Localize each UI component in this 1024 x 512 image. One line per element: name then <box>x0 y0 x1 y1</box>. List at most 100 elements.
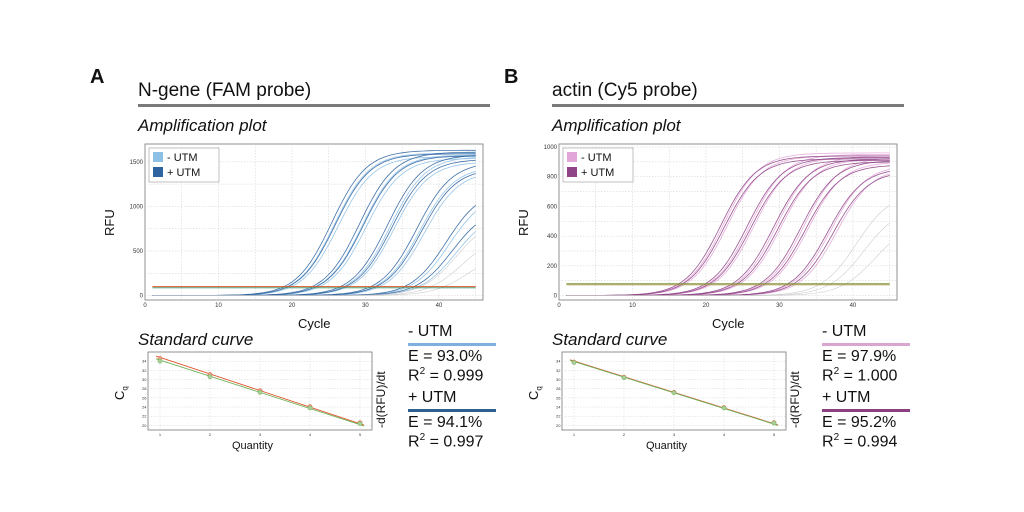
panel-a-title-rule <box>138 104 490 107</box>
panel-b-std-y-tick-label: 26 <box>556 395 561 400</box>
panel-b-title-rule <box>552 104 904 107</box>
panel-b-amp-y-tick-label: 400 <box>547 234 558 240</box>
panel-b-stat-plus-utm-e: E = 95.2% <box>822 414 897 432</box>
panel-a-amp-x-tick-label: 10 <box>215 303 222 309</box>
panel-a-std-x-tick-label: 5 <box>359 432 362 437</box>
panel-b-std-x-tick-label: 3 <box>673 432 676 437</box>
panel-b-amp-x-tick-label: 10 <box>629 303 636 309</box>
panel-a-amp-legend-swatch <box>153 152 163 162</box>
panel-b-cycle-axis-label: Cycle <box>712 316 745 331</box>
panel-letter-a: A <box>90 66 105 88</box>
panel-b-stat-plus-utm-head: + UTM <box>822 389 871 407</box>
panel-b-stats: - UTM E = 97.9% R2 = 1.000 + UTM E = 95.… <box>822 323 910 452</box>
panel-b-cq-sub: q <box>534 386 544 391</box>
panel-a-std-data-point <box>307 405 313 411</box>
panel-a-title: N-gene (FAM probe) <box>138 80 312 101</box>
panel-a-std-y-tick-label: 22 <box>142 414 147 419</box>
panel-b-amp-x-tick-label: 30 <box>776 303 783 309</box>
panel-b-std-y-tick-label: 32 <box>556 368 561 373</box>
panel-a-std-y-tick-label: 30 <box>142 377 147 382</box>
panel-b-stat-plus-utm-rule <box>822 409 910 413</box>
panel-b-amplification-label: Amplification plot <box>552 116 681 135</box>
panel-a-amp-x-tick-label: 0 <box>143 303 147 309</box>
panel-b-cq-axis-label: Cq <box>526 386 544 400</box>
panel-a-stats: - UTM E = 93.0% R2 = 0.999 + UTM E = 94.… <box>408 323 496 452</box>
panel-b-std-y-tick-label: 28 <box>556 386 561 391</box>
panel-a-std-y-tick-label: 26 <box>142 395 147 400</box>
panel-b-amp-legend-swatch <box>567 152 577 162</box>
panel-a-stat-plus-utm-rule <box>408 409 496 413</box>
panel-b-amp-curve-grey <box>566 243 890 296</box>
panel-a-std-x-tick-label: 1 <box>159 432 162 437</box>
panel-a-cq-main: C <box>112 390 127 400</box>
panel-b-quantity-axis-label: Quantity <box>646 440 687 452</box>
panel-a-amp-y-tick-label: 0 <box>140 294 144 300</box>
panel-a-std-data-point <box>257 390 263 395</box>
panel-a-quantity-axis-label: Quantity <box>232 440 273 452</box>
panel-b-std-data-point <box>721 405 727 411</box>
panel-b-std-x-tick-label: 2 <box>623 432 626 437</box>
panel-b-std-y-tick-label: 22 <box>556 414 561 419</box>
panel-a-amp-y-tick-label: 1500 <box>130 160 144 166</box>
panel-a-std-x-tick-label: 3 <box>259 432 262 437</box>
panel-a-stat-minus-utm-r2: R2 = 0.999 <box>408 366 484 385</box>
panel-a-amplification-chart: 0 10 20 30 40 0 500 1000 1500 - UTM + UTM <box>130 143 484 309</box>
panel-a-std-data-point <box>207 374 213 380</box>
panel-b-rfu-axis-label: RFU <box>516 209 531 236</box>
panel-b-stat-minus-utm-rule <box>822 343 910 346</box>
panel-a-amp-x-tick-label: 30 <box>362 303 369 309</box>
panel-b-std-y-tick-label: 34 <box>556 359 561 364</box>
panel-b-std-data-point <box>671 390 677 396</box>
panel-a-std-y-tick-label: 34 <box>142 359 147 364</box>
panel-a-amp-x-tick-label: 40 <box>436 303 443 309</box>
panel-b-drfu-axis-label: -d(RFU)/dt <box>788 371 802 428</box>
panel-a-stat-plus-utm-head: + UTM <box>408 389 457 407</box>
panel-b-std-data-point <box>621 375 627 381</box>
panel-a-std-data-point <box>357 421 363 426</box>
panel-b-cq-main: C <box>526 390 541 400</box>
panel-b-stat-plus-utm-r2: R2 = 0.994 <box>822 432 898 451</box>
panel-a-rfu-axis-label: RFU <box>102 209 117 236</box>
panel-b-amp-x-tick-label: 0 <box>557 303 561 309</box>
panel-a-std-y-tick-label: 28 <box>142 386 147 391</box>
panel-a-stat-plus-utm-r2: R2 = 0.997 <box>408 432 484 451</box>
panel-a-amp-legend: - UTM + UTM <box>148 147 220 183</box>
panel-b-std-y-tick-label: 20 <box>556 423 561 428</box>
panel-a-amp-legend-label: + UTM <box>167 167 200 179</box>
panel-a-std-x-tick-label: 4 <box>309 432 312 437</box>
panel-a-drfu-axis-label: -d(RFU)/dt <box>374 371 388 428</box>
panel-a-cq-axis-label: Cq <box>112 386 130 400</box>
panel-b-std-data-point <box>771 420 777 426</box>
panel-a-std-y-tick-label: 24 <box>142 405 147 410</box>
panel-b-stat-minus-utm-e: E = 97.9% <box>822 348 897 365</box>
panel-a-amplification-label: Amplification plot <box>138 116 267 135</box>
panel-a-cq-sub: q <box>120 386 130 391</box>
panel-b-std-y-tick-label: 30 <box>556 377 561 382</box>
panel-a-stat-minus-utm-rule <box>408 343 496 346</box>
panel-a-cycle-axis-label: Cycle <box>298 316 331 331</box>
panel-b-amp-legend-label: + UTM <box>581 167 614 179</box>
panel-b-amp-legend-label: - UTM <box>581 152 612 164</box>
panel-a-std-data-point <box>157 358 163 364</box>
panel-b-amp-y-tick-label: 200 <box>547 264 558 270</box>
panel-b-std-x-tick-label: 4 <box>723 432 726 437</box>
panel-b-stat-minus-utm-r2: R2 = 1.000 <box>822 366 898 385</box>
panel-a-amp-legend-label: - UTM <box>167 152 198 164</box>
panel-a-amp-y-tick-label: 1000 <box>130 204 144 210</box>
panel-b-title: actin (Cy5 probe) <box>552 80 698 101</box>
panel-a-standard-curve-label: Standard curve <box>138 330 254 349</box>
panel-a-std-y-tick-label: 20 <box>142 423 147 428</box>
panel-b-std-x-tick-label: 5 <box>773 432 776 437</box>
panel-b-amp-legend-swatch <box>567 167 577 177</box>
panel-a-stat-minus-utm-e: E = 93.0% <box>408 348 483 365</box>
panel-a-std-x-tick-label: 2 <box>209 432 212 437</box>
panel-a-amp-legend-swatch <box>153 167 163 177</box>
panel-a-stat-plus-utm-e: E = 94.1% <box>408 414 483 432</box>
panel-b-amp-x-tick-label: 40 <box>850 303 857 309</box>
panel-b-amp-y-tick-label: 1000 <box>544 145 558 151</box>
panel-letter-b: B <box>504 66 519 88</box>
panel-b-amp-y-tick-label: 800 <box>547 175 558 181</box>
